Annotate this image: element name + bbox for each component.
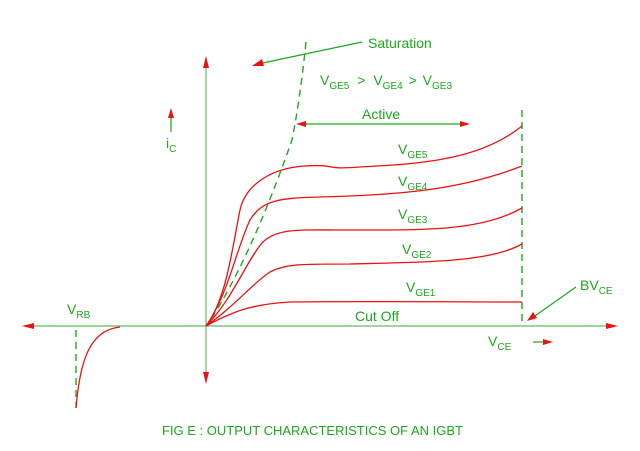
vce-arrow-icon bbox=[543, 339, 553, 345]
y-axis-down-arrow-icon bbox=[203, 372, 209, 384]
curve-vge3 bbox=[205, 207, 523, 327]
vge2-label: VGE2 bbox=[402, 241, 432, 261]
active-label: Active bbox=[362, 106, 400, 122]
active-left-arrow-icon bbox=[296, 121, 306, 127]
curve-vge5 bbox=[205, 125, 523, 327]
curve-vge2 bbox=[205, 243, 523, 327]
vge-relation-label: VGE5 > VGE4 > VGE3 bbox=[320, 72, 452, 92]
curve-vge1 bbox=[205, 300, 523, 327]
active-right-arrow-icon bbox=[460, 121, 470, 127]
bvce-pointer bbox=[531, 286, 577, 319]
y-axis-up-arrow-icon bbox=[203, 56, 209, 68]
cutoff-label: Cut Off bbox=[355, 308, 399, 324]
bvce-arrow-icon bbox=[527, 312, 537, 321]
curve-vge4 bbox=[205, 165, 523, 327]
bvce-label: BVCE bbox=[580, 277, 613, 297]
saturation-pointer bbox=[257, 41, 363, 65]
vge5-label: VGE5 bbox=[398, 141, 428, 161]
x-axis-left-arrow-icon bbox=[22, 323, 34, 329]
saturation-label: Saturation bbox=[368, 35, 432, 51]
figure-caption: FIG E : OUTPUT CHARACTERISTICS OF AN IGB… bbox=[162, 423, 463, 438]
vge3-label: VGE3 bbox=[398, 206, 428, 226]
vge4-label: VGE4 bbox=[398, 173, 428, 193]
x-axis-right-arrow-icon bbox=[606, 323, 618, 329]
saturation-boundary-line bbox=[207, 41, 307, 325]
saturation-arrow-icon bbox=[252, 59, 264, 66]
ic-arrow-icon bbox=[168, 108, 174, 118]
ic-label: iC bbox=[166, 135, 176, 155]
vrb-label: VRB bbox=[67, 301, 91, 321]
vce-label: VCE bbox=[488, 333, 512, 353]
vge1-label: VGE1 bbox=[406, 279, 436, 299]
reverse-curve bbox=[75, 326, 121, 409]
